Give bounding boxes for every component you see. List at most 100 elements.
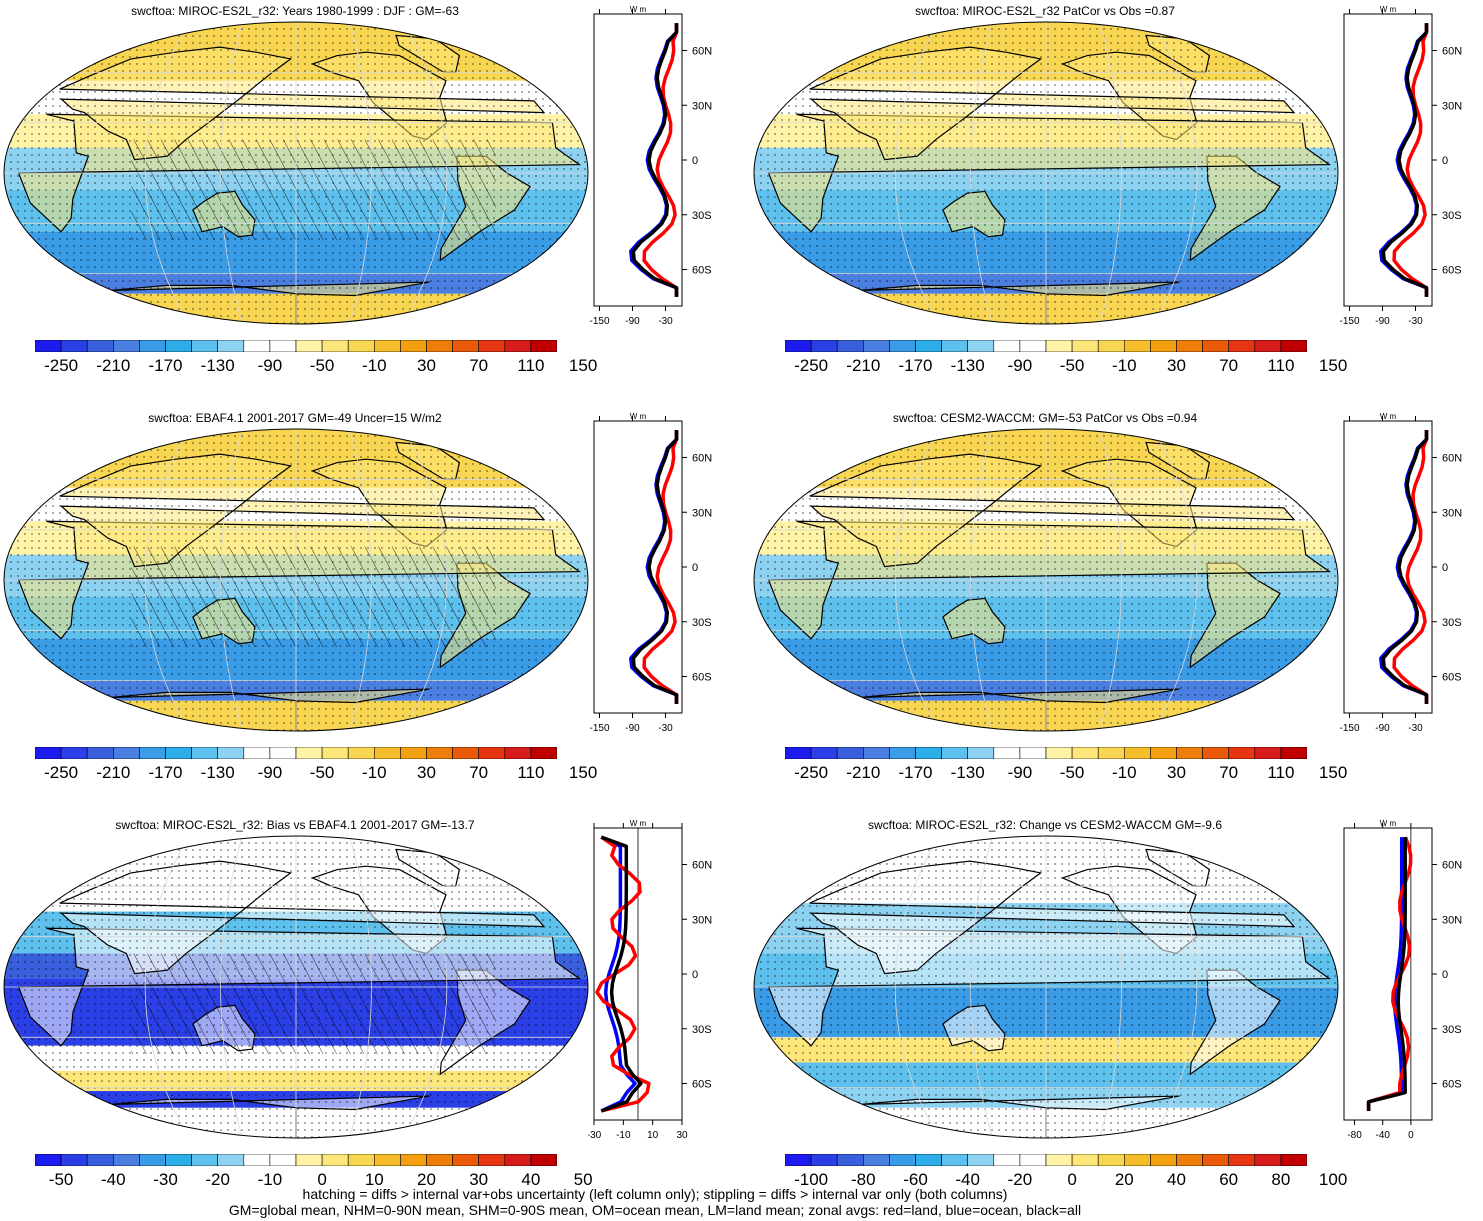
colorbar-swatch [1254,340,1282,352]
y-tick-label: 30N [1442,914,1462,926]
colorbar-swatch [1202,340,1230,352]
colorbar-swatch [1123,747,1151,759]
zonal-profile-land [1392,23,1429,297]
colorbar-swatch [426,747,453,759]
colorbar-label: 110 [1267,356,1295,375]
y-tick-label: 60N [692,453,712,465]
colorbar-label: -10 [257,1170,283,1189]
colorbar-label: 150 [568,356,598,375]
colorbar-label: -130 [200,763,235,782]
graticule-lon [402,22,448,324]
zonal-profile-land [1392,430,1429,704]
colorbar-swatch [165,1154,192,1166]
colorbar-swatch [1280,1154,1307,1166]
colorbar-swatch [426,1154,453,1166]
colorbar-label: -10 [1112,763,1137,782]
colorbar-label: 30 [1167,356,1186,375]
x-tick-label: -30 [588,1130,602,1141]
colorbar-swatch [941,340,969,352]
footer: hatching = diffs > internal var+obs unce… [0,1186,1310,1218]
colorbar-label: -50 [309,356,335,375]
colorbar-swatch [113,340,140,352]
y-tick-label: 60S [1442,1079,1462,1091]
colorbar-label: -30 [153,1170,178,1189]
panel-3: swcftoa: EBAF4.1 2001-2017 GM=-49 Uncer=… [0,407,733,807]
y-tick-label: 60N [1442,860,1462,872]
x-tick-label: -90 [1375,723,1390,734]
colorbar-label: -250 [794,763,829,782]
colorbar-label: -20 [1007,1170,1033,1189]
colorbar-label: -80 [851,1170,876,1189]
map-border [753,21,1339,325]
colorbar-swatch [139,1154,166,1166]
x-tick-label: -150 [1339,723,1359,734]
graticule-lon [349,429,372,731]
y-tick-label: 30N [692,914,712,926]
colorbar-swatch [1228,1154,1256,1166]
map-border [3,21,589,325]
x-tick-label: -30 [658,723,673,734]
y-tick-label: 30N [692,100,712,112]
graticule-lon [144,836,190,1138]
colorbar-label: -130 [950,763,985,782]
colorbar-label: 30 [469,1170,489,1189]
colorbar-swatch [915,747,942,759]
colorbar-swatch [295,1154,323,1166]
colorbar-label: -210 [846,356,881,375]
colorbar-label: -100 [794,1170,829,1189]
panel-5: swcftoa: MIROC-ES2L_r32: Bias vs EBAF4.1… [0,814,733,1214]
colorbar-label: 70 [1219,763,1239,782]
map-field [4,836,588,1138]
map-border [753,835,1339,1139]
colorbar-label: 20 [1114,1170,1134,1189]
colorbar-swatch [295,340,323,352]
colorbar [785,747,1307,759]
colorbar-swatch [1228,747,1256,759]
zonal-average-profile: -150 -90 -30 60N 30N 0 30S 60S W m [589,6,712,327]
graticule-lon [894,429,940,731]
colorbar-swatch [1019,340,1047,352]
colorbar-swatch [321,340,349,352]
hatching [131,546,496,648]
colorbar-label: -130 [950,356,985,375]
colorbar-label: -90 [1007,356,1033,375]
colorbar-label: 150 [568,763,598,782]
map-border [3,835,589,1139]
colorbar-swatch [1071,340,1099,352]
profile-units: W m [1380,6,1397,14]
colorbar [785,1154,1307,1166]
colorbar-label: -50 [1059,763,1085,782]
colorbar-label: 40 [521,1170,541,1189]
colorbar-swatch [889,340,916,352]
colorbar [35,340,557,352]
profile-units: W m [630,413,647,421]
x-tick-label: 30 [676,1130,688,1141]
colorbar-swatch [836,747,864,759]
colorbar-swatch [504,340,532,352]
profile-units: W m [630,6,647,14]
zonal-profile-ocean [600,835,637,1113]
colorbar-label: 110 [1267,763,1295,782]
colorbar-swatch [1254,747,1282,759]
x-tick-label: -150 [589,723,609,734]
colorbar-label: -170 [148,356,183,375]
colorbar-swatch [243,747,271,759]
colorbar-swatch [191,1154,219,1166]
colorbar-swatch [993,340,1021,352]
map-field [4,22,588,324]
y-tick-label: 0 [692,562,698,574]
footer-line-1: hatching = diffs > internal var+obs unce… [302,1186,1008,1202]
zonal-profile-all [600,835,643,1113]
graticule-lon [1099,429,1122,731]
panel-1: swcftoa: MIROC-ES2L_r32: Years 1980-1999… [0,0,733,400]
colorbar-swatch [993,1154,1021,1166]
colorbar-label: -50 [1059,356,1085,375]
colorbar-swatch [785,340,812,352]
zonal-average-profile: -150 -90 -30 60N 30N 0 30S 60S W m [1339,413,1462,734]
colorbar-swatch [113,1154,140,1166]
x-tick-label: -90 [1375,316,1390,327]
colorbar-swatch [993,747,1021,759]
colorbar-swatch [373,340,401,352]
graticule-lon [970,836,993,1138]
y-tick-label: 60N [1442,453,1462,465]
